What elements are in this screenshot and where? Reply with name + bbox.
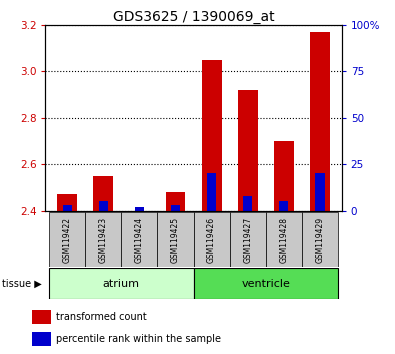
Bar [207, 173, 216, 211]
Bar [274, 141, 294, 211]
Text: GSM119427: GSM119427 [243, 217, 252, 263]
Text: GSM119423: GSM119423 [99, 217, 108, 263]
Bar [93, 176, 113, 211]
Text: GSM119425: GSM119425 [171, 217, 180, 263]
Bar [85, 212, 121, 267]
Bar [194, 268, 338, 299]
Text: GSM119424: GSM119424 [135, 217, 144, 263]
Text: ventricle: ventricle [241, 279, 290, 289]
Bar [158, 212, 194, 267]
Text: transformed count: transformed count [56, 312, 147, 322]
Bar [49, 212, 85, 267]
Bar [243, 196, 252, 211]
Bar [32, 332, 51, 346]
Bar [229, 212, 266, 267]
Bar [99, 201, 108, 211]
Text: GSM119426: GSM119426 [207, 217, 216, 263]
Bar [121, 212, 158, 267]
Bar [316, 173, 325, 211]
Bar [279, 201, 288, 211]
Text: percentile rank within the sample: percentile rank within the sample [56, 334, 221, 344]
Bar [202, 59, 222, 211]
Title: GDS3625 / 1390069_at: GDS3625 / 1390069_at [113, 10, 275, 24]
Bar [62, 205, 71, 211]
Bar [302, 212, 338, 267]
Text: GSM119429: GSM119429 [316, 217, 325, 263]
Bar [171, 205, 180, 211]
Text: GSM119428: GSM119428 [279, 217, 288, 263]
Bar [32, 310, 51, 324]
Bar [166, 192, 185, 211]
Bar [266, 212, 302, 267]
Bar [49, 268, 194, 299]
Text: atrium: atrium [103, 279, 140, 289]
Bar [238, 90, 258, 211]
Bar [194, 212, 229, 267]
Text: GSM119422: GSM119422 [62, 217, 71, 263]
Bar [310, 32, 330, 211]
Bar [57, 194, 77, 211]
Bar [135, 207, 144, 211]
Text: tissue ▶: tissue ▶ [2, 279, 42, 289]
